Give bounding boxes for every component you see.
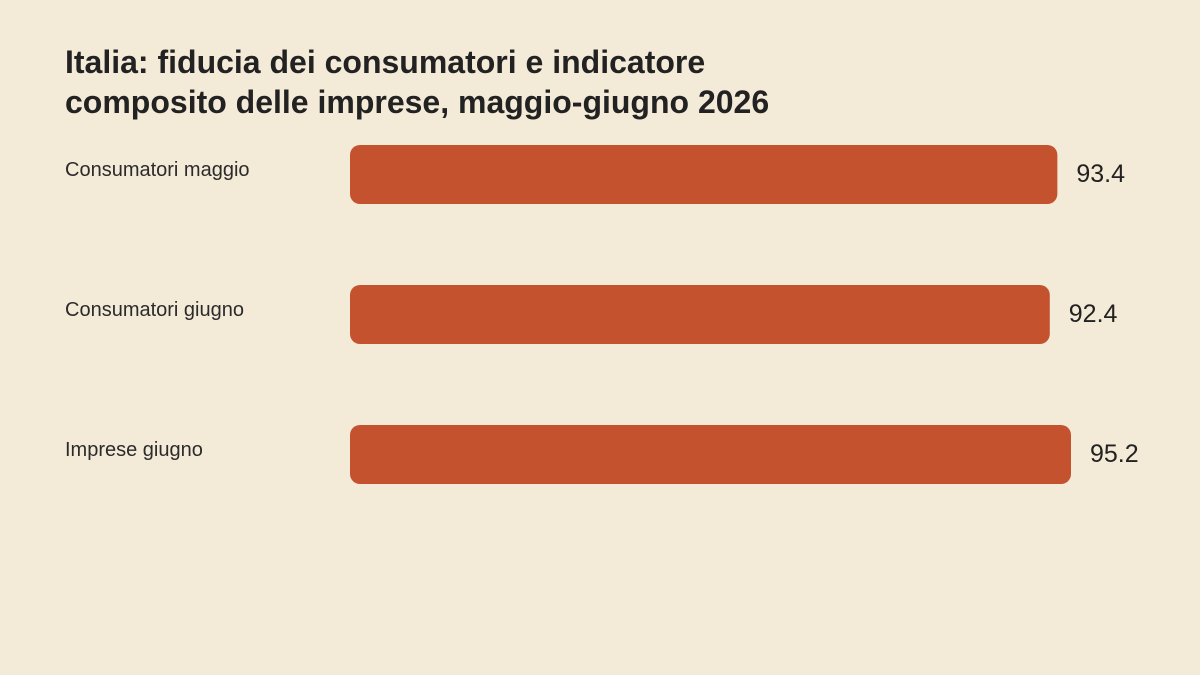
- bar: [350, 285, 1050, 344]
- bars-layer: Consumatori maggio 93.4 Consumatori giugno…: [65, 145, 1139, 484]
- bar: [350, 425, 1071, 484]
- category-label: Consumatori giugno: [65, 299, 244, 321]
- chart-title-line-1: Italia: fiducia dei consumatori e indica…: [65, 44, 706, 80]
- value-label: 93.4: [1076, 160, 1125, 188]
- chart-title-line-2: composito delle imprese, maggio-giugno 2…: [65, 84, 770, 120]
- category-label: Consumatori maggio: [65, 159, 250, 181]
- value-label: 92.4: [1069, 300, 1118, 328]
- bar-row: Consumatori maggio 93.4: [65, 145, 1125, 204]
- bar: [350, 145, 1058, 204]
- bar-row: Imprese giugno 95.2: [65, 425, 1139, 484]
- bar-row: Consumatori giugno 92.4: [65, 285, 1118, 344]
- chart-title: Italia: fiducia dei consumatori e indica…: [65, 42, 965, 122]
- category-label: Imprese giugno: [65, 439, 203, 461]
- value-label: 95.2: [1090, 440, 1139, 468]
